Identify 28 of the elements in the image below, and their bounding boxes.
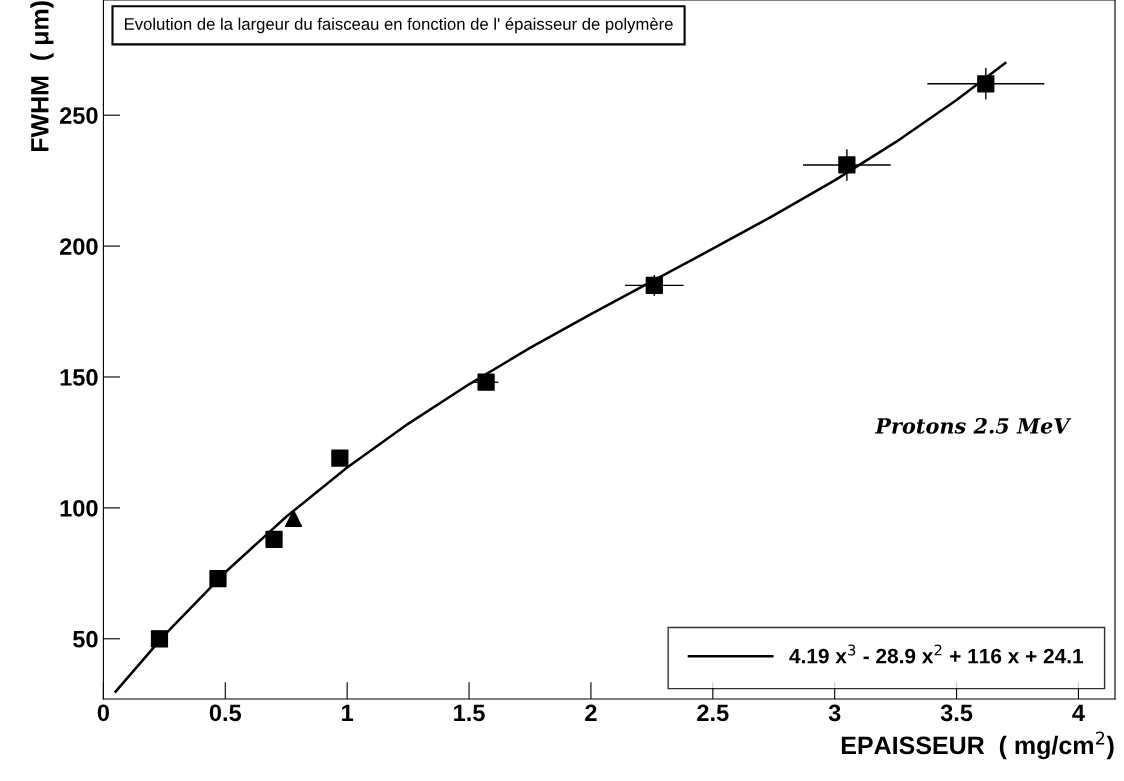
x-tick-label: 2.5 bbox=[697, 704, 729, 722]
point bbox=[977, 75, 995, 93]
x-tick-label: 1.5 bbox=[454, 704, 485, 722]
point bbox=[331, 449, 349, 467]
x-tick-label: 3.5 bbox=[940, 704, 973, 722]
point bbox=[265, 530, 283, 548]
y-tick-label: 150 bbox=[60, 369, 98, 386]
y-tick-label: 50 bbox=[73, 630, 98, 648]
x-tick-label: 4 bbox=[1072, 704, 1085, 721]
y-tick-label: 250 bbox=[59, 107, 98, 124]
y-tick-label: 200 bbox=[59, 238, 98, 255]
legend-label: 4.19 x$^{3}$ - 28.9 x$^{2}$ + 116 x + 24.1 bbox=[789, 644, 1084, 664]
point bbox=[209, 569, 227, 588]
x-tick-label: 0.5 bbox=[209, 704, 242, 722]
point bbox=[150, 630, 169, 648]
x-tick-label: 1 bbox=[342, 704, 354, 721]
point bbox=[477, 373, 495, 391]
x-tick-label: 2 bbox=[585, 704, 597, 721]
x-tick-label: 3 bbox=[828, 704, 841, 722]
point bbox=[645, 276, 663, 294]
y-tick-label: 100 bbox=[60, 499, 98, 517]
y-axis-title: FWHM ( μm) bbox=[30, 1, 54, 152]
annotation: Protons 2.5 MeV bbox=[874, 417, 1072, 434]
x-tick-label: 0 bbox=[97, 704, 110, 722]
point bbox=[284, 509, 303, 527]
point bbox=[838, 156, 856, 174]
x-axis-title: EPAISSEUR ( mg/cm$^{2}$) bbox=[841, 731, 1114, 760]
text: Evolution de la largeur du faisceau en fonction de l' épaisseur de polymère bbox=[125, 17, 673, 34]
